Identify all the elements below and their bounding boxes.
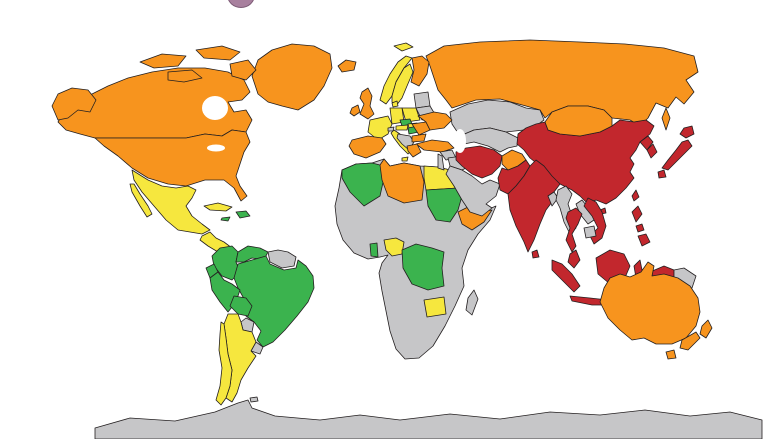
country-malay-peninsula[interactable] xyxy=(567,249,581,269)
great-lakes xyxy=(207,144,225,152)
country-jamaica[interactable] xyxy=(220,216,231,222)
country-cuba[interactable] xyxy=(203,202,233,212)
country-bolivia[interactable] xyxy=(229,295,253,317)
country-ireland[interactable] xyxy=(349,104,361,117)
country-madagascar[interactable] xyxy=(465,289,479,316)
country-hispaniola[interactable] xyxy=(235,210,251,219)
country-dr-congo[interactable] xyxy=(401,243,445,291)
countries-layer xyxy=(51,39,763,439)
country-mexico[interactable] xyxy=(131,169,211,235)
caspian-sea xyxy=(454,129,466,153)
country-canada-arctic-2[interactable] xyxy=(195,45,241,61)
country-new-zealand-south[interactable] xyxy=(679,331,701,351)
country-cambodia[interactable] xyxy=(583,225,597,239)
country-baja-california[interactable] xyxy=(129,183,153,218)
country-france[interactable] xyxy=(367,115,393,141)
country-united-kingdom[interactable] xyxy=(359,87,375,120)
country-finland[interactable] xyxy=(410,55,430,87)
country-taiwan[interactable] xyxy=(631,189,640,202)
country-greenland[interactable] xyxy=(251,43,333,111)
country-new-zealand-north[interactable] xyxy=(699,319,713,339)
country-mongolia[interactable] xyxy=(544,105,613,137)
country-arabian-peninsula[interactable] xyxy=(445,165,501,217)
country-sri-lanka[interactable] xyxy=(531,249,540,259)
country-turkey[interactable] xyxy=(415,139,455,153)
country-antarctica[interactable] xyxy=(94,399,763,439)
country-alaska[interactable] xyxy=(51,87,97,121)
country-ukraine[interactable] xyxy=(417,111,453,131)
country-austria[interactable] xyxy=(395,124,409,131)
country-philippines-visayas[interactable] xyxy=(635,223,645,233)
country-poland[interactable] xyxy=(401,107,421,123)
country-levant[interactable] xyxy=(437,153,445,171)
country-sumatra[interactable] xyxy=(551,259,581,293)
country-philippines-luzon[interactable] xyxy=(631,205,643,223)
country-baltic-states[interactable] xyxy=(413,91,431,109)
country-svalbard[interactable] xyxy=(393,42,414,52)
country-vietnam[interactable] xyxy=(583,197,607,245)
country-zimbabwe[interactable] xyxy=(423,296,447,318)
country-iceland[interactable] xyxy=(337,59,357,73)
country-sicily[interactable] xyxy=(401,156,409,162)
country-iran[interactable] xyxy=(455,145,503,179)
country-japan-honshu[interactable] xyxy=(661,139,693,171)
country-guianas[interactable] xyxy=(267,249,297,269)
country-sakhalin[interactable] xyxy=(661,107,671,131)
hudson-bay xyxy=(202,96,228,120)
black-sea xyxy=(429,130,451,140)
country-central-asia[interactable] xyxy=(459,127,519,153)
country-falkland-islands[interactable] xyxy=(249,396,259,403)
country-south-korea[interactable] xyxy=(646,143,658,159)
country-canada-arctic-1[interactable] xyxy=(139,53,187,69)
country-philippines-mindanao[interactable] xyxy=(637,233,651,247)
country-libya[interactable] xyxy=(379,158,425,204)
country-ghana[interactable] xyxy=(369,242,379,258)
country-thailand[interactable] xyxy=(565,207,583,253)
country-denmark[interactable] xyxy=(391,100,399,108)
country-japan-hokkaido[interactable] xyxy=(679,125,695,139)
country-australia[interactable] xyxy=(599,261,701,345)
country-baffin-island[interactable] xyxy=(229,59,257,81)
country-tasmania[interactable] xyxy=(665,349,677,360)
country-north-korea[interactable] xyxy=(639,135,654,151)
country-japan-kyushu[interactable] xyxy=(657,169,667,179)
country-greece[interactable] xyxy=(406,143,422,158)
country-canada-arctic-3[interactable] xyxy=(167,69,203,83)
country-spain-portugal[interactable] xyxy=(348,135,387,159)
country-bulgaria[interactable] xyxy=(411,133,427,143)
country-chile[interactable] xyxy=(215,321,233,406)
country-algeria[interactable] xyxy=(341,162,385,207)
